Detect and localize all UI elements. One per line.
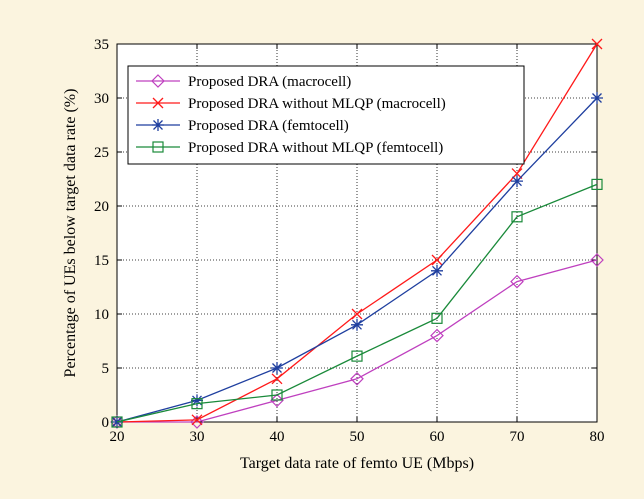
legend-marker (152, 119, 164, 131)
data-point (431, 264, 443, 277)
series-4 (111, 178, 603, 428)
data-point (591, 92, 603, 104)
legend-box (127, 65, 525, 165)
data-point (351, 318, 363, 331)
data-point (511, 175, 523, 188)
data-point (351, 350, 363, 362)
x-tick-label: 30 (190, 429, 205, 445)
series-layer (110, 38, 604, 429)
data-point (591, 38, 603, 50)
legend-marker (152, 141, 164, 153)
legend-marker (151, 74, 165, 88)
x-tick-label: 20 (110, 429, 125, 445)
data-point (271, 373, 283, 385)
x-tick-label: 50 (350, 429, 365, 445)
legend-label: Proposed DRA (femtocell) (188, 118, 349, 134)
data-point (590, 253, 604, 267)
y-tick-label: 35 (94, 37, 109, 53)
legend-label: Proposed DRA without MLQP (macrocell) (188, 96, 446, 112)
legend: Proposed DRA (macrocell) Proposed DRA wit… (127, 65, 525, 165)
data-point (351, 308, 363, 320)
y-axis-label: Percentage of UEs below target data rate… (62, 89, 79, 378)
data-point (430, 328, 444, 343)
x-tick-label: 80 (590, 429, 605, 445)
y-tick-label: 10 (94, 307, 109, 323)
series-line (116, 183, 598, 423)
series-1 (110, 253, 604, 429)
x-tick-label: 60 (430, 429, 445, 445)
data-point (271, 389, 283, 401)
data-point (350, 371, 364, 386)
data-point (591, 178, 603, 190)
data-point (271, 362, 283, 374)
data-point (270, 393, 284, 408)
x-tick-label: 40 (270, 429, 285, 445)
legend-label: Proposed DRA without MLQP (femtocell) (188, 140, 443, 156)
x-axis-label: Target data rate of femto UE (Mbps) (240, 455, 474, 472)
series-3 (111, 92, 603, 428)
tick-labels: 20 30 40 50 60 70 80 0 5 10 15 20 25 30 35 (94, 37, 605, 445)
data-point (431, 254, 443, 266)
axes-frame (116, 43, 598, 423)
data-point (510, 274, 524, 289)
y-tick-label: 20 (94, 199, 109, 215)
data-point (191, 398, 203, 410)
y-tick-label: 25 (94, 145, 109, 161)
y-tick-label: 15 (94, 253, 109, 269)
data-point (191, 414, 203, 426)
data-point (431, 312, 443, 324)
data-point (191, 394, 203, 407)
legend-marker (152, 97, 164, 109)
data-point (511, 211, 523, 223)
data-point (111, 416, 123, 428)
y-tick-label: 0 (102, 415, 110, 431)
series-2 (111, 38, 603, 428)
legend-label: Proposed DRA (macrocell) (188, 74, 351, 90)
series-line (117, 259, 598, 423)
x-tick-label: 70 (510, 429, 525, 445)
y-tick-label: 30 (94, 91, 109, 107)
y-tick-label: 5 (102, 361, 110, 377)
